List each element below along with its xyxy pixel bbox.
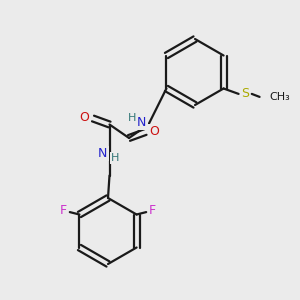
Text: O: O bbox=[149, 124, 159, 138]
Text: S: S bbox=[241, 87, 249, 101]
Text: N: N bbox=[98, 147, 108, 161]
Text: F: F bbox=[149, 204, 156, 217]
Text: F: F bbox=[60, 204, 67, 217]
Text: CH₃: CH₃ bbox=[269, 92, 290, 102]
Text: H: H bbox=[128, 113, 136, 123]
Text: H: H bbox=[111, 153, 119, 163]
Text: N: N bbox=[137, 116, 147, 129]
Text: O: O bbox=[80, 111, 89, 124]
